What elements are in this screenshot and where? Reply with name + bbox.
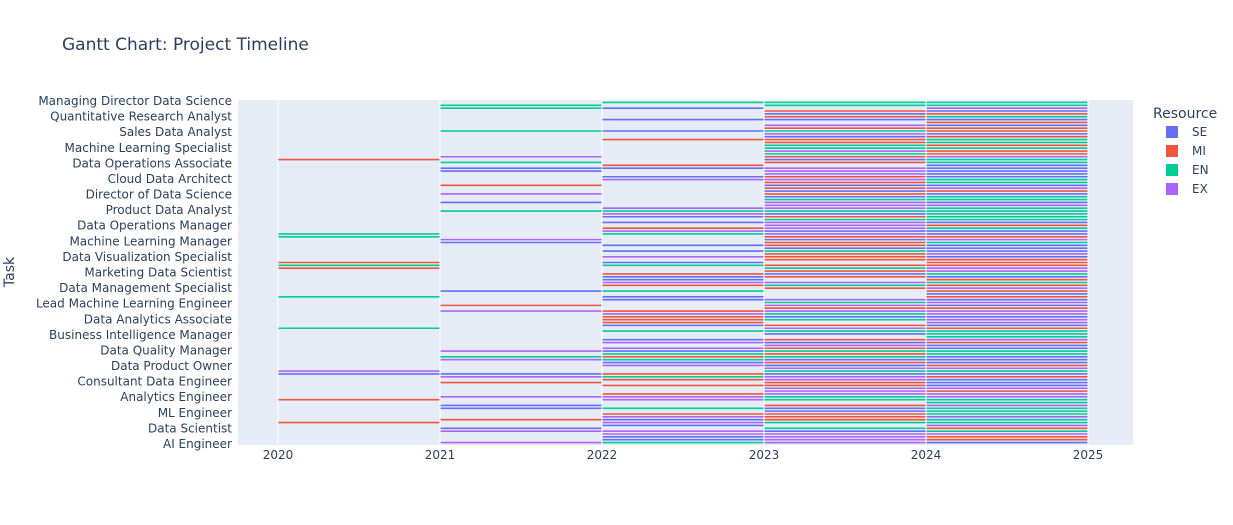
x-tick-label: 2024 bbox=[911, 448, 942, 462]
legend-label: EX bbox=[1192, 182, 1208, 196]
y-tick-label: Data Quality Manager bbox=[100, 343, 232, 357]
legend-swatch bbox=[1166, 164, 1178, 176]
x-tick-label: 2021 bbox=[425, 448, 456, 462]
y-tick-label: Consultant Data Engineer bbox=[77, 375, 232, 389]
y-tick-label: Analytics Engineer bbox=[120, 390, 232, 404]
x-tick-labels: 2020 2021 2022 2023 2024 2025 bbox=[263, 448, 1104, 462]
chart-title: Gantt Chart: Project Timeline bbox=[62, 35, 309, 55]
y-tick-label: Director of Data Science bbox=[86, 188, 232, 202]
y-tick-label: Business Intelligence Manager bbox=[49, 328, 232, 342]
y-tick-label: Machine Learning Manager bbox=[69, 234, 232, 248]
legend-label: MI bbox=[1192, 144, 1206, 158]
y-tick-label: Data Operations Manager bbox=[77, 219, 232, 233]
y-tick-label: Machine Learning Specialist bbox=[65, 141, 233, 155]
legend-item-se[interactable]: SE bbox=[1166, 125, 1207, 139]
y-tick-label: Marketing Data Scientist bbox=[84, 266, 232, 280]
legend-item-mi[interactable]: MI bbox=[1166, 144, 1206, 158]
grid-lines bbox=[277, 100, 1089, 445]
y-tick-label: ML Engineer bbox=[158, 406, 232, 420]
legend-title: Resource bbox=[1153, 106, 1217, 122]
task-bars bbox=[278, 101, 1088, 444]
legend-item-en[interactable]: EN bbox=[1166, 163, 1209, 177]
legend-label: EN bbox=[1192, 163, 1209, 177]
x-tick-label: 2022 bbox=[587, 448, 618, 462]
legend-label: SE bbox=[1192, 125, 1207, 139]
y-tick-label: Data Product Owner bbox=[111, 359, 232, 373]
y-tick-label: Cloud Data Architect bbox=[108, 172, 233, 186]
y-axis-title: Task bbox=[2, 256, 18, 288]
legend-swatch bbox=[1166, 145, 1178, 157]
y-tick-label: AI Engineer bbox=[163, 437, 232, 451]
y-tick-label: Product Data Analyst bbox=[106, 203, 233, 217]
legend-item-ex[interactable]: EX bbox=[1166, 182, 1208, 196]
y-tick-label: Data Visualization Specialist bbox=[62, 250, 232, 264]
y-tick-label: Data Scientist bbox=[148, 421, 232, 435]
legend-swatch bbox=[1166, 183, 1178, 195]
y-tick-label: Sales Data Analyst bbox=[119, 125, 232, 139]
y-tick-label: Data Operations Associate bbox=[72, 156, 232, 170]
y-tick-label: Data Analytics Associate bbox=[84, 312, 232, 326]
y-tick-labels: Managing Director Data Science Quantitati… bbox=[36, 94, 232, 451]
y-tick-label: Quantitative Research Analyst bbox=[50, 110, 232, 124]
y-tick-label: Lead Machine Learning Engineer bbox=[36, 297, 232, 311]
x-tick-label: 2023 bbox=[749, 448, 780, 462]
legend-swatch bbox=[1166, 126, 1178, 138]
x-tick-label: 2020 bbox=[263, 448, 294, 462]
x-tick-label: 2025 bbox=[1073, 448, 1104, 462]
legend: SE MI EN EX bbox=[1166, 125, 1209, 196]
y-tick-label: Data Management Specialist bbox=[59, 281, 232, 295]
y-tick-label: Managing Director Data Science bbox=[38, 94, 232, 108]
